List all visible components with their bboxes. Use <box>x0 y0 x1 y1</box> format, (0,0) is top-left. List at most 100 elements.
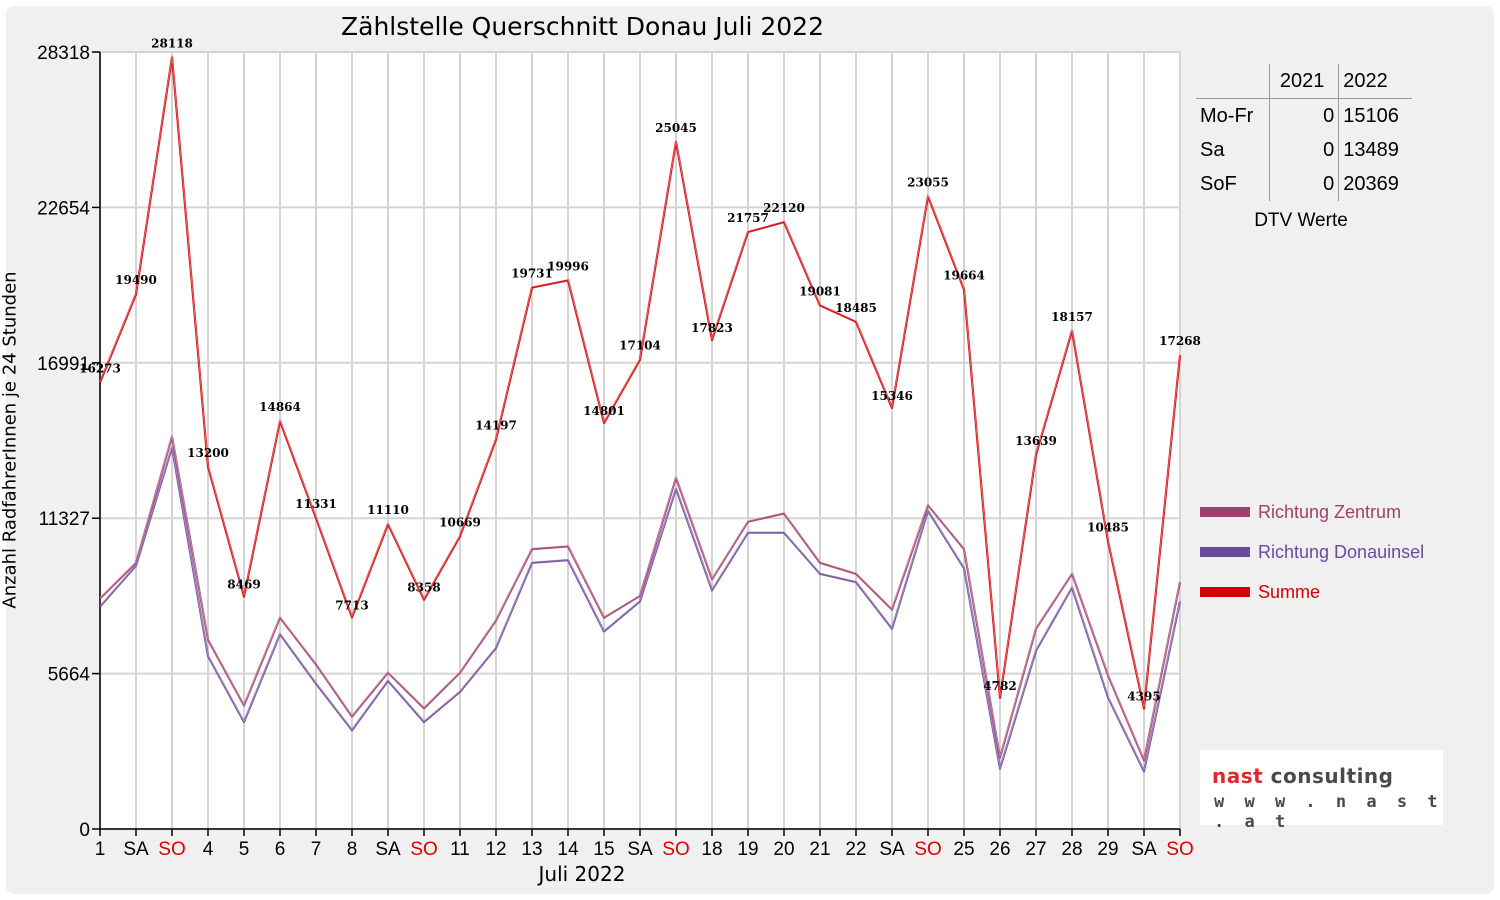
dtv-table: 2021 2022 Mo-Fr 0 15106 Sa 0 13489 SoF 0… <box>1196 64 1412 201</box>
x-tick-label: 1 <box>95 839 106 860</box>
data-label-summe: 16273 <box>79 361 121 375</box>
dtv-value-2021: 0 <box>1269 167 1339 201</box>
legend-label-summe: Summe <box>1258 581 1321 602</box>
company-logo: nast consulting w w w . n a s t . a t <box>1200 750 1443 832</box>
x-tick-label: 4 <box>203 839 214 860</box>
x-tick-label: 7 <box>311 839 322 860</box>
dtv-value-2021: 0 <box>1269 133 1339 167</box>
data-label-summe: 10669 <box>439 515 481 529</box>
data-label-summe: 7713 <box>335 598 368 612</box>
dtv-caption: DTV Werte <box>1254 210 1348 231</box>
dtv-header-2021: 2021 <box>1269 64 1339 99</box>
x-tick-label: 5 <box>239 839 250 860</box>
x-tick-label: 6 <box>275 839 286 860</box>
data-label-summe: 19731 <box>511 267 553 281</box>
legend-swatch-summe <box>1200 587 1250 597</box>
data-label-summe: 21757 <box>727 211 769 225</box>
x-tick-label: 27 <box>1025 839 1046 860</box>
x-tick-label: SA <box>879 839 905 860</box>
dtv-row-sa: Sa 0 13489 <box>1196 133 1412 167</box>
y-tick-label: 5664 <box>48 665 91 686</box>
data-label-summe: 18157 <box>1051 310 1093 324</box>
data-label-summe: 23055 <box>907 175 949 189</box>
data-label-summe: 11331 <box>295 497 337 511</box>
data-label-summe: 17823 <box>691 321 733 335</box>
x-tick-label: 25 <box>953 839 974 860</box>
x-tick-label: 20 <box>773 839 794 860</box>
x-tick-label: 29 <box>1097 839 1118 860</box>
data-labels: 16273 19490 28118 13200 8469 14864 11331 7713 11… <box>79 36 1201 703</box>
x-tick-label: 14 <box>557 839 579 860</box>
x-tick-label: 18 <box>701 839 722 860</box>
dtv-row-sof: SoF 0 20369 <box>1196 167 1412 201</box>
x-tick-label: 15 <box>593 839 614 860</box>
x-tick-label: SA <box>123 839 149 860</box>
series-line-summe-highlight <box>99 56 1181 708</box>
legend-swatch-zentrum <box>1200 507 1250 517</box>
x-tick-label: SO <box>410 839 437 860</box>
x-tick-label: SA <box>1131 839 1157 860</box>
legend-swatch-donauinsel <box>1200 547 1250 557</box>
dtv-value-2022: 20369 <box>1338 167 1412 201</box>
series-line-zentrum-highlight <box>99 435 1181 761</box>
logo-url: w w w . n a s t . a t <box>1214 792 1443 832</box>
x-tick-label: 8 <box>347 839 358 860</box>
legend-item-donauinsel: Richtung Donauinsel <box>1200 532 1424 572</box>
dtv-row-mofr: Mo-Fr 0 15106 <box>1196 98 1412 133</box>
data-label-summe: 19996 <box>547 259 589 273</box>
chart-title: Zählstelle Querschnitt Donau Juli 2022 <box>341 12 824 41</box>
x-axis-label: Juli 2022 <box>538 862 626 886</box>
y-tick-label: 22654 <box>37 198 90 219</box>
x-tick-label: 22 <box>845 839 866 860</box>
data-label-summe: 19490 <box>115 273 157 287</box>
data-label-summe: 17268 <box>1159 334 1201 348</box>
dtv-row-label: Sa <box>1200 138 1225 161</box>
y-axis-label: Anzahl RadfahrerInnen je 24 Stunden <box>0 271 21 609</box>
data-label-summe: 25045 <box>655 121 697 135</box>
data-label-summe: 13639 <box>1015 434 1057 448</box>
dtv-header-empty <box>1196 64 1270 99</box>
x-tick-label: 12 <box>485 839 506 860</box>
logo-wordmark: nast consulting <box>1212 764 1393 788</box>
legend-item-zentrum: Richtung Zentrum <box>1200 492 1424 532</box>
dtv-value-2022: 15106 <box>1338 98 1412 133</box>
data-label-summe: 8469 <box>227 578 260 592</box>
data-label-summe: 14864 <box>259 400 301 414</box>
data-label-summe: 13200 <box>187 446 229 460</box>
dtv-value-2021: 0 <box>1269 98 1339 133</box>
data-label-summe: 11110 <box>367 503 409 517</box>
y-tick-label: 28318 <box>37 43 90 64</box>
series-line-donauinsel <box>99 446 1182 773</box>
data-label-summe: 15346 <box>871 389 913 403</box>
grid-lines <box>99 51 1181 830</box>
x-tick-label: SA <box>627 839 653 860</box>
x-tick-label: 21 <box>809 839 830 860</box>
y-tick-label: 11327 <box>39 509 90 530</box>
dtv-header-2022: 2022 <box>1338 64 1412 99</box>
x-tick-label: 11 <box>450 839 470 860</box>
series-line-donauinsel-highlight <box>99 446 1181 772</box>
series-lines <box>98 56 1182 773</box>
dtv-row-label: Mo-Fr <box>1200 104 1254 127</box>
data-label-summe: 18485 <box>835 301 877 315</box>
x-tick-label: 28 <box>1061 839 1082 860</box>
legend-label-donauinsel: Richtung Donauinsel <box>1258 541 1425 562</box>
data-label-summe: 4395 <box>1127 689 1160 703</box>
dtv-row-label: SoF <box>1200 172 1237 195</box>
data-label-summe: 14801 <box>583 404 625 418</box>
logo-part-nast: nast <box>1212 764 1264 788</box>
x-tick-label: 19 <box>737 839 758 860</box>
data-label-summe: 28118 <box>151 36 193 50</box>
x-tick-label: 26 <box>989 839 1010 860</box>
x-tick-label: SA <box>375 839 401 860</box>
x-tick-label: SO <box>158 839 185 860</box>
legend-label-zentrum: Richtung Zentrum <box>1258 501 1402 522</box>
x-tick-label: 13 <box>521 839 542 860</box>
y-tick-label: 0 <box>79 820 90 841</box>
x-tick-label: SO <box>1166 839 1193 860</box>
data-label-summe: 19664 <box>943 268 985 282</box>
data-label-summe: 14197 <box>475 418 517 432</box>
logo-part-consulting: consulting <box>1270 764 1394 788</box>
data-label-summe: 10485 <box>1087 520 1129 534</box>
